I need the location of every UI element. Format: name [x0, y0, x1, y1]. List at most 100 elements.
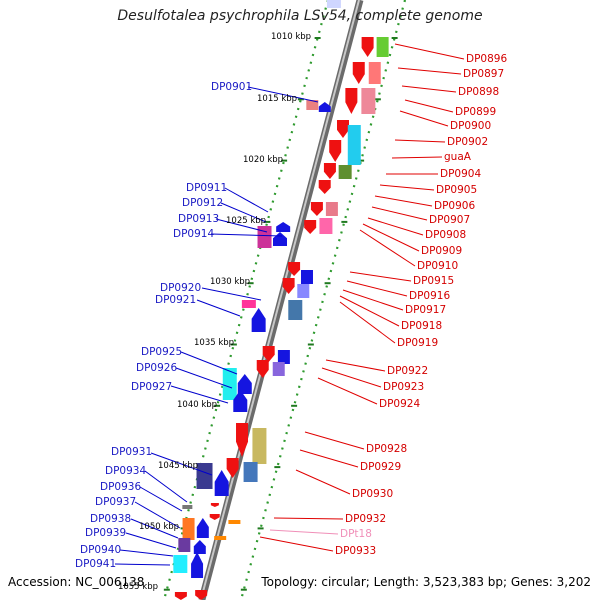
label-connector-line — [317, 377, 378, 405]
label-connector-line — [339, 295, 400, 327]
label-connector-line — [134, 501, 181, 529]
gene-label-DP0907: DP0907 — [429, 214, 471, 226]
gene-arrow — [210, 503, 219, 507]
gene-label-DP0896: DP0896 — [466, 53, 508, 65]
gene-block — [252, 428, 267, 464]
gene-label-DP0921: DP0921 — [155, 294, 197, 306]
gene-label-DP0915: DP0915 — [413, 275, 455, 287]
label-connector-line — [325, 359, 386, 372]
gene-label-DP0930: DP0930 — [352, 488, 394, 500]
gene-arrow — [304, 220, 317, 234]
label-connector-line — [367, 217, 424, 236]
gene-arrow — [214, 470, 229, 496]
label-connector-line — [362, 223, 420, 252]
gene-arrow — [209, 514, 220, 520]
label-connector-line — [170, 385, 229, 404]
gene-label-DP0927: DP0927 — [131, 381, 173, 393]
label-connector-line — [119, 549, 174, 557]
gene-label-DP0898: DP0898 — [458, 86, 500, 98]
gene-block — [257, 226, 272, 248]
gene-arrow — [191, 552, 204, 578]
gene-label-DP0900: DP0900 — [450, 120, 492, 132]
gene-arrow — [174, 592, 187, 600]
gene-block — [325, 202, 338, 216]
label-connector-line — [247, 86, 319, 103]
label-connector-line — [180, 351, 238, 375]
gene-label-DP0918: DP0918 — [401, 320, 443, 332]
gene-block — [361, 88, 376, 114]
gene-block — [272, 362, 285, 376]
gene-label-DP0939: DP0939 — [85, 527, 127, 539]
tick-label: 1025 kbp — [226, 216, 267, 226]
gene-arrow — [237, 374, 252, 394]
gene-label-DPt18: DPt18 — [340, 528, 372, 540]
gene-block — [368, 62, 381, 84]
gene-arrow — [196, 518, 209, 538]
guide-dotted-line — [239, 0, 407, 600]
label-connector-line — [304, 431, 365, 450]
label-connector-line — [273, 517, 344, 520]
label-connector-line — [196, 299, 241, 317]
gene-arrow — [336, 120, 349, 138]
label-connector-line — [404, 99, 454, 113]
gene-label-DP0906: DP0906 — [434, 200, 476, 212]
gene-label-DP0897: DP0897 — [463, 68, 505, 80]
label-connector-line — [224, 187, 269, 213]
gene-label-DP0931: DP0931 — [111, 446, 153, 458]
gene-label-DP0912: DP0912 — [182, 197, 224, 209]
label-connector-line — [391, 156, 443, 159]
label-connector-line — [394, 43, 465, 60]
label-connector-line — [397, 67, 462, 75]
gene-arrow — [233, 390, 248, 412]
gene-arrow — [329, 140, 342, 162]
tick-label: 1050 kbp — [139, 522, 180, 532]
gene-label-DP0919: DP0919 — [397, 337, 439, 349]
gene-label-DP0911: DP0911 — [186, 182, 228, 194]
gene-label-DP0941: DP0941 — [75, 558, 117, 570]
gene-arrow — [318, 102, 331, 112]
gene-arrow — [288, 262, 301, 276]
gene-label-DP0934: DP0934 — [105, 465, 147, 477]
gene-label-DP0932: DP0932 — [345, 513, 387, 525]
gene-label-DP0920: DP0920 — [160, 282, 202, 294]
label-connector-line — [374, 195, 433, 207]
gene-label-DP0938: DP0938 — [90, 513, 132, 525]
accession-text: Accession: NC_006138 — [8, 575, 145, 589]
gene-block — [376, 37, 389, 57]
label-connector-line — [201, 287, 262, 301]
gene-label-DP0905: DP0905 — [436, 184, 478, 196]
label-connector-line — [269, 529, 339, 535]
gene-block — [228, 520, 241, 524]
label-connector-line — [295, 469, 351, 495]
gene-label-DP0908: DP0908 — [425, 229, 467, 241]
label-connector-line — [175, 367, 233, 389]
gene-label-DP0929: DP0929 — [360, 461, 402, 473]
gene-label-DP0910: DP0910 — [417, 260, 459, 272]
label-connector-line — [321, 367, 382, 388]
gene-arrow — [361, 37, 374, 57]
gene-label-DP0933: DP0933 — [335, 545, 377, 557]
map-title: Desulfotalea psychrophila LSv54, complet… — [117, 8, 483, 24]
gene-block — [306, 100, 319, 110]
gene-block — [222, 368, 237, 400]
label-connector-line — [394, 139, 446, 143]
tick-label: 1055 kbp — [117, 582, 158, 592]
label-connector-line — [125, 532, 177, 549]
tick-label: 1020 kbp — [243, 155, 284, 165]
gene-block — [347, 125, 361, 165]
gene-block — [326, 0, 341, 8]
gene-label-DP0936: DP0936 — [100, 481, 142, 493]
gene-arrow — [345, 88, 358, 114]
label-connector-line — [346, 280, 408, 297]
label-connector-line — [399, 110, 449, 127]
gene-arrow — [276, 222, 291, 232]
gene-block — [243, 462, 258, 482]
gene-arrow — [352, 62, 365, 84]
genome-backbone-highlight — [199, 0, 360, 600]
gene-label-DP0917: DP0917 — [405, 304, 447, 316]
gene-label-DP0924: DP0924 — [379, 398, 421, 410]
gene-arrow — [262, 346, 275, 362]
label-connector-line — [342, 289, 404, 311]
